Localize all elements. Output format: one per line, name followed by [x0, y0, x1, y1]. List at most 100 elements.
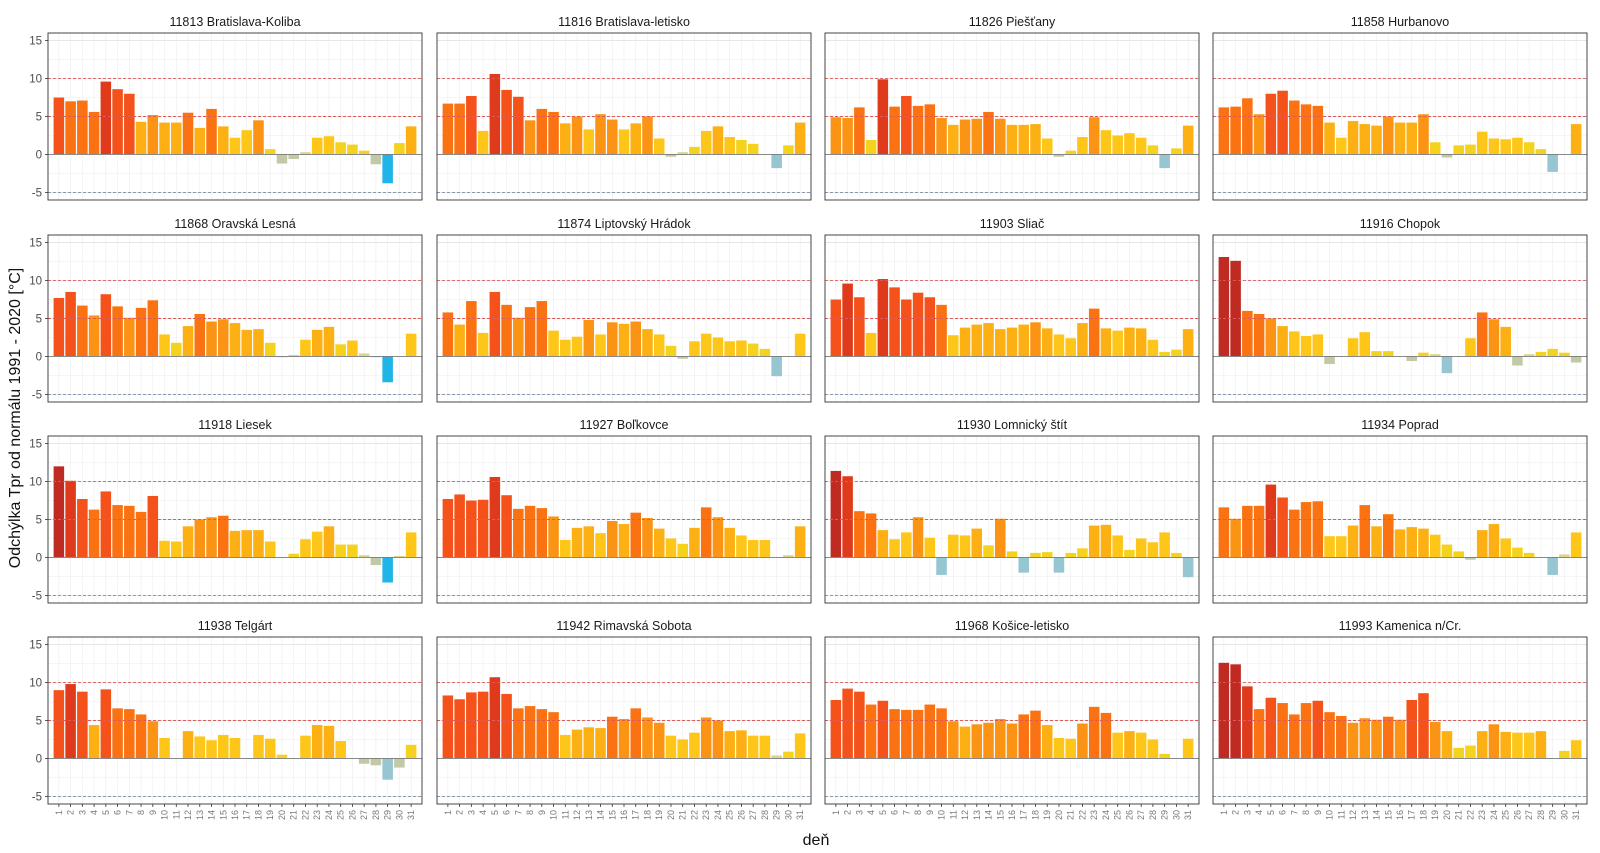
bar: [583, 526, 595, 558]
x-tick-label: 21: [289, 810, 299, 820]
bar: [642, 517, 653, 558]
bar: [771, 154, 782, 169]
bar: [264, 342, 276, 357]
bar: [560, 339, 571, 357]
bar: [442, 499, 454, 558]
bar: [642, 717, 653, 759]
bar: [912, 105, 924, 155]
bar: [924, 704, 936, 759]
bar: [936, 708, 947, 759]
bar: [194, 519, 206, 558]
bar: [182, 326, 194, 357]
bar: [724, 527, 735, 558]
bar: [912, 517, 924, 558]
bar: [1135, 538, 1147, 558]
x-tick-label: 7: [1289, 810, 1299, 815]
bar: [323, 526, 335, 558]
bar: [536, 108, 548, 155]
x-tick-label: 7: [901, 810, 911, 815]
bar: [171, 122, 182, 155]
bar: [1382, 514, 1394, 558]
bar: [1088, 525, 1100, 558]
x-tick-label: 29: [1548, 810, 1558, 820]
y-tick-label: -5: [32, 187, 42, 199]
y-tick-label: 10: [29, 74, 42, 86]
bar: [724, 731, 735, 759]
bar: [642, 116, 653, 155]
bar: [347, 340, 358, 357]
bar: [513, 708, 524, 759]
bar: [1100, 130, 1112, 155]
bar: [53, 97, 65, 155]
bar: [865, 140, 877, 155]
facet-panel: 11813 Bratislava-Koliba -5 0 5 10 15: [29, 15, 423, 201]
bar: [830, 117, 842, 155]
x-tick-label: 9: [537, 810, 547, 815]
panel-border: [824, 32, 1200, 201]
x-tick-label: 5: [878, 810, 888, 815]
bar: [1441, 544, 1453, 558]
bar: [1277, 90, 1288, 155]
x-tick-label: 18: [1030, 810, 1040, 820]
bar: [1147, 739, 1159, 759]
x-tick-label: 19: [1430, 810, 1440, 820]
bar: [477, 691, 489, 759]
bar: [630, 123, 642, 155]
facet-title: 11874 Liptovský Hrádok: [557, 217, 691, 231]
x-tick-label: 14: [596, 810, 606, 820]
bar: [513, 96, 524, 155]
bar: [1523, 142, 1535, 155]
x-tick-label: 18: [642, 810, 652, 820]
bar: [1324, 536, 1335, 558]
bar: [501, 89, 512, 155]
bar: [370, 557, 382, 566]
x-tick-label: 30: [394, 810, 404, 820]
bar: [454, 494, 465, 558]
bar: [1088, 706, 1100, 759]
bar: [1336, 715, 1347, 759]
bar: [1077, 323, 1088, 357]
bar: [689, 527, 700, 558]
bar: [912, 709, 924, 759]
bar: [323, 326, 335, 357]
bar: [548, 111, 559, 155]
facet-title: 11927 Boľkovce: [580, 418, 669, 432]
bar: [889, 539, 900, 558]
bar: [1253, 313, 1265, 357]
bar: [583, 727, 595, 759]
bar: [1488, 138, 1500, 155]
bar: [77, 499, 88, 558]
x-tick-label: 23: [1089, 810, 1099, 820]
bar: [466, 301, 477, 357]
bar: [1570, 356, 1582, 363]
facet-title: 11938 Telgárt: [198, 619, 273, 633]
bar: [677, 356, 688, 359]
bar: [466, 96, 477, 155]
bar: [877, 700, 889, 759]
y-tick-label: 0: [36, 351, 42, 363]
bar: [194, 127, 206, 155]
bar: [88, 315, 100, 357]
bar: [736, 140, 747, 155]
bar: [1512, 732, 1523, 759]
bar: [454, 324, 465, 357]
bar: [405, 126, 417, 155]
bar: [1124, 133, 1135, 155]
bar: [971, 724, 983, 759]
bar: [712, 337, 724, 357]
bar: [1088, 117, 1100, 155]
bar: [524, 505, 536, 558]
x-tick-label: 30: [783, 810, 793, 820]
bar: [524, 120, 536, 155]
bar: [1041, 552, 1053, 558]
bar: [135, 511, 147, 558]
bar: [253, 120, 264, 155]
bar: [794, 733, 806, 759]
bar: [606, 521, 618, 558]
bar: [358, 555, 370, 558]
bar: [1547, 557, 1558, 575]
bar: [1242, 98, 1253, 155]
x-tick-label: 18: [1418, 810, 1428, 820]
panel-border: [436, 32, 812, 201]
